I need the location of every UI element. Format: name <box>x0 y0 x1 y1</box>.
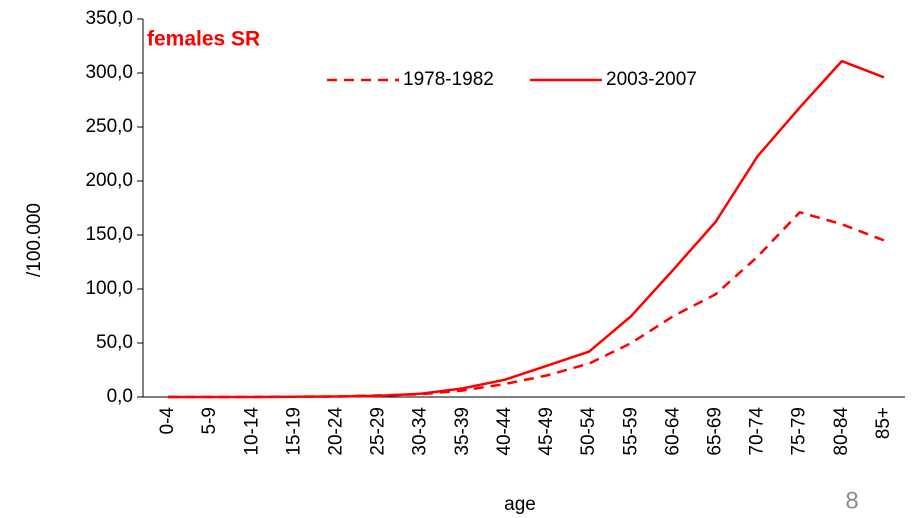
y-tick-label: 350,0 <box>85 8 133 29</box>
chart-title: females SR <box>147 28 260 51</box>
x-tick-label: 65-69 <box>705 407 726 456</box>
x-tick-label: 70-74 <box>747 407 768 456</box>
x-tick-label: 5-9 <box>199 407 220 434</box>
x-tick-label: 45-49 <box>536 407 557 456</box>
x-tick-label: 50-54 <box>578 407 599 456</box>
x-tick-label: 25-29 <box>368 407 389 456</box>
x-tick-label: 60-64 <box>662 407 683 456</box>
x-tick-label: 80-84 <box>831 407 852 456</box>
x-tick-label: 75-79 <box>789 407 810 456</box>
legend-label: 1978-1982 <box>403 69 494 90</box>
y-tick-label: 200,0 <box>85 170 133 191</box>
y-tick-label: 0,0 <box>107 386 133 407</box>
y-tick-label: 100,0 <box>85 278 133 299</box>
y-tick-label: 50,0 <box>96 332 133 353</box>
y-tick-label: 300,0 <box>85 62 133 83</box>
x-tick-label: 20-24 <box>326 407 347 456</box>
x-tick-label: 0-4 <box>157 407 178 435</box>
x-tick-label: 35-39 <box>452 407 473 456</box>
y-axis-label: /100.000 <box>24 203 45 277</box>
x-tick-label: 85+ <box>873 407 894 439</box>
line-series <box>168 211 885 399</box>
x-tick-label: 55-59 <box>620 407 641 456</box>
x-tick-label: 10-14 <box>241 407 262 456</box>
line-series <box>168 59 885 399</box>
y-tick-label: 150,0 <box>85 224 133 245</box>
y-tick-label: 250,0 <box>85 116 133 137</box>
legend-label: 2003-2007 <box>606 69 697 90</box>
x-tick-label: 40-44 <box>494 407 515 456</box>
x-axis-label: age <box>504 494 536 515</box>
page-number: 8 <box>845 487 858 514</box>
x-tick-label: 15-19 <box>283 407 304 456</box>
x-tick-label: 30-34 <box>410 407 431 456</box>
